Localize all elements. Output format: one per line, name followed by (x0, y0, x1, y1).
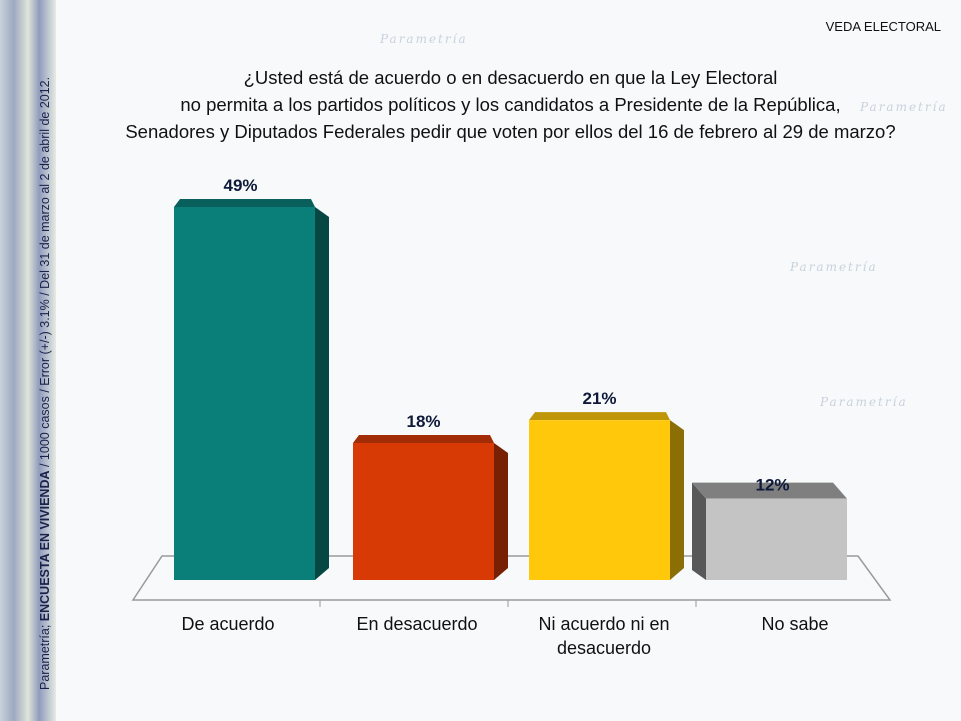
bar-top (692, 482, 847, 499)
bar (353, 442, 494, 580)
watermark: Parametría (380, 32, 468, 46)
category-label-line: desacuerdo (556, 638, 652, 658)
title-line: Senadores y Diputados Federales pedir qu… (125, 121, 896, 142)
sidebar-decoration (0, 0, 56, 721)
veda-electoral-tag: VEDA ELECTORAL (825, 19, 941, 34)
bar (706, 498, 847, 580)
bar-side (315, 207, 329, 580)
bar-top (353, 434, 494, 443)
data-label: 21% (582, 389, 616, 408)
bar-side (692, 482, 706, 580)
bar-side (494, 442, 508, 580)
title-line: no permita a los partidos políticos y lo… (180, 94, 841, 115)
category-label-line: De acuerdo (181, 614, 275, 634)
watermark: Parametría (860, 100, 948, 114)
title-line: ¿Usted está de acuerdo o en desacuerdo e… (243, 67, 778, 88)
data-label: 49% (223, 176, 257, 195)
category-label: Ni acuerdo ni en desacuerdo (519, 612, 689, 660)
bar (529, 420, 670, 580)
category-label: De acuerdo (143, 612, 313, 636)
category-label-line: No sabe (761, 614, 829, 634)
watermark: Parametría (820, 395, 908, 409)
data-label: 18% (406, 412, 440, 431)
category-label-line: Ni acuerdo ni en (538, 614, 670, 634)
data-label: 12% (755, 476, 789, 495)
bar-side (670, 420, 684, 580)
category-label: En desacuerdo (332, 612, 502, 636)
category-label-line: En desacuerdo (356, 614, 478, 634)
bar-top (174, 199, 315, 207)
category-label: No sabe (710, 612, 880, 636)
chart-title: ¿Usted está de acuerdo o en desacuerdo e… (60, 64, 961, 145)
watermark: Parametría (790, 260, 878, 274)
bar (174, 207, 315, 580)
bar-top (529, 412, 670, 421)
